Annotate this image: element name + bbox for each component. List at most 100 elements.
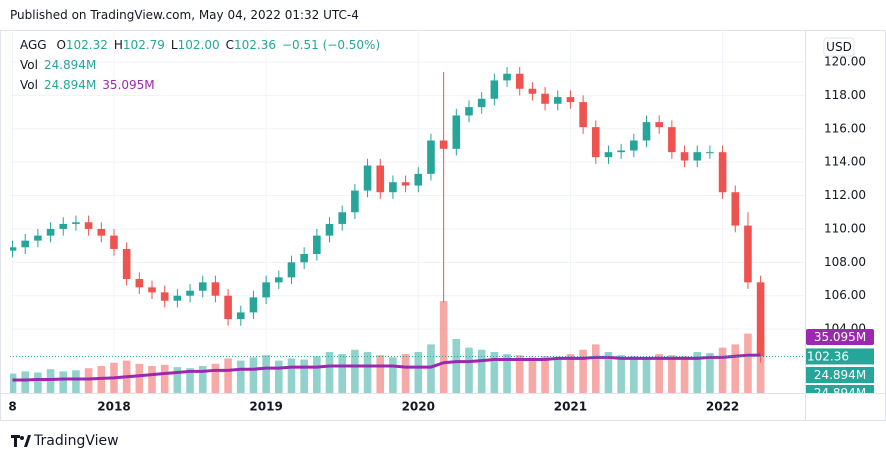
volume-bar — [186, 368, 194, 393]
volume-bar — [173, 367, 182, 393]
ohlc-value: 102.36 — [234, 38, 276, 52]
volume-bar — [72, 370, 80, 393]
volume-bar — [756, 341, 765, 393]
ohlc-legend: AGG O102.32 H102.79 L102.00 C102.36 −0.51 (−… — [20, 38, 380, 52]
volume-value: 35.095M — [102, 78, 155, 92]
y-tick-label: 118.00 — [824, 88, 866, 102]
candle-body — [604, 152, 613, 158]
volume-bar — [287, 358, 296, 393]
volume-bar — [604, 351, 613, 393]
volume-label: Vol — [20, 78, 38, 92]
candle-body — [718, 152, 727, 193]
candle-body — [186, 290, 194, 296]
candle-body — [110, 235, 118, 249]
volume-bar — [515, 355, 524, 393]
candle-body — [630, 140, 638, 151]
candle-body — [706, 152, 714, 154]
candle-body — [236, 312, 245, 320]
candle-body — [160, 292, 169, 301]
volume-bar — [579, 349, 587, 393]
y-tick-label: 112.00 — [824, 188, 866, 202]
ohlc-value: 102.00 — [177, 38, 220, 52]
volume-bar — [262, 355, 270, 393]
candle-body — [224, 295, 232, 320]
candle-body — [376, 165, 385, 193]
candle-body — [756, 282, 765, 357]
candle-body — [249, 297, 258, 313]
currency-button — [823, 37, 855, 57]
y-tick-label: 106.00 — [824, 288, 866, 302]
y-tick-label: 120.00 — [824, 55, 866, 69]
candle-body — [553, 97, 562, 104]
volume-legend: Vol 24.894M — [20, 58, 96, 72]
ohlc-label: L — [170, 38, 178, 52]
candle-body — [287, 262, 296, 278]
candle-body — [668, 127, 676, 153]
volume-bar — [34, 372, 42, 393]
volume-bar — [465, 347, 473, 393]
candle-body — [198, 282, 207, 291]
volume-bar — [591, 344, 600, 393]
volume-bar — [21, 371, 30, 393]
volume-ma-legend: Vol 24.894M 35.095M — [20, 78, 155, 92]
volume-bar — [313, 356, 321, 393]
candle-body — [414, 173, 423, 186]
last-price-badge — [806, 348, 874, 365]
volume-bar — [84, 368, 93, 393]
candle-body — [262, 282, 270, 298]
volume-bar — [706, 353, 714, 393]
volume-bar — [731, 344, 740, 393]
volume-bar — [528, 357, 537, 393]
volume-bar — [249, 357, 258, 393]
volume-bar — [439, 301, 448, 393]
candle-body — [72, 222, 80, 224]
candle-body — [389, 182, 397, 193]
volume-ma-line — [12, 353, 761, 382]
x-tick-label: 2020 — [402, 400, 435, 414]
volume-bar — [363, 351, 372, 393]
candle-body — [503, 73, 511, 81]
candle-body — [541, 93, 549, 104]
volume-badge-text: 24.894M — [814, 368, 866, 382]
x-tick-label: 2019 — [249, 400, 282, 414]
volume-bar — [325, 351, 334, 393]
volume-bar — [693, 351, 702, 393]
candle-body — [579, 102, 587, 128]
volume-bar — [503, 354, 511, 393]
candle-body — [452, 115, 461, 149]
candle-body — [439, 140, 448, 149]
volume-badge-text: 24.894M — [814, 386, 866, 400]
y-tick-label: 108.00 — [824, 255, 866, 269]
volume-bar — [351, 349, 359, 393]
candle-body — [693, 152, 702, 161]
volume-bar — [617, 355, 625, 393]
ohlc-label: C — [225, 38, 234, 52]
candle-body — [642, 122, 651, 141]
x-tick-label: 8 — [8, 400, 16, 414]
x-tick-label: 2022 — [706, 400, 739, 414]
brand-logo — [11, 435, 31, 447]
candle-body — [744, 225, 752, 283]
volume-bar — [414, 351, 423, 393]
candle-body — [148, 287, 156, 293]
candle-body — [617, 150, 625, 153]
candle-body — [84, 222, 93, 229]
candle-body — [338, 212, 347, 224]
volume-bar — [490, 351, 499, 393]
volume-bar — [275, 360, 283, 393]
candle-body — [351, 190, 359, 213]
symbol: AGG — [20, 38, 47, 52]
x-tick-label: 2021 — [554, 400, 587, 414]
ohlc-value: 102.79 — [122, 38, 165, 52]
volume-bar — [59, 371, 68, 393]
candle-body — [275, 277, 283, 283]
candle-body — [591, 127, 600, 158]
volume-ma-badge-text: 35.095M — [814, 330, 866, 344]
y-tick-label: 114.00 — [824, 155, 866, 169]
candle-body — [300, 253, 308, 263]
candle-body — [680, 152, 689, 161]
candle-body — [363, 165, 372, 191]
volume-bar — [642, 357, 651, 393]
